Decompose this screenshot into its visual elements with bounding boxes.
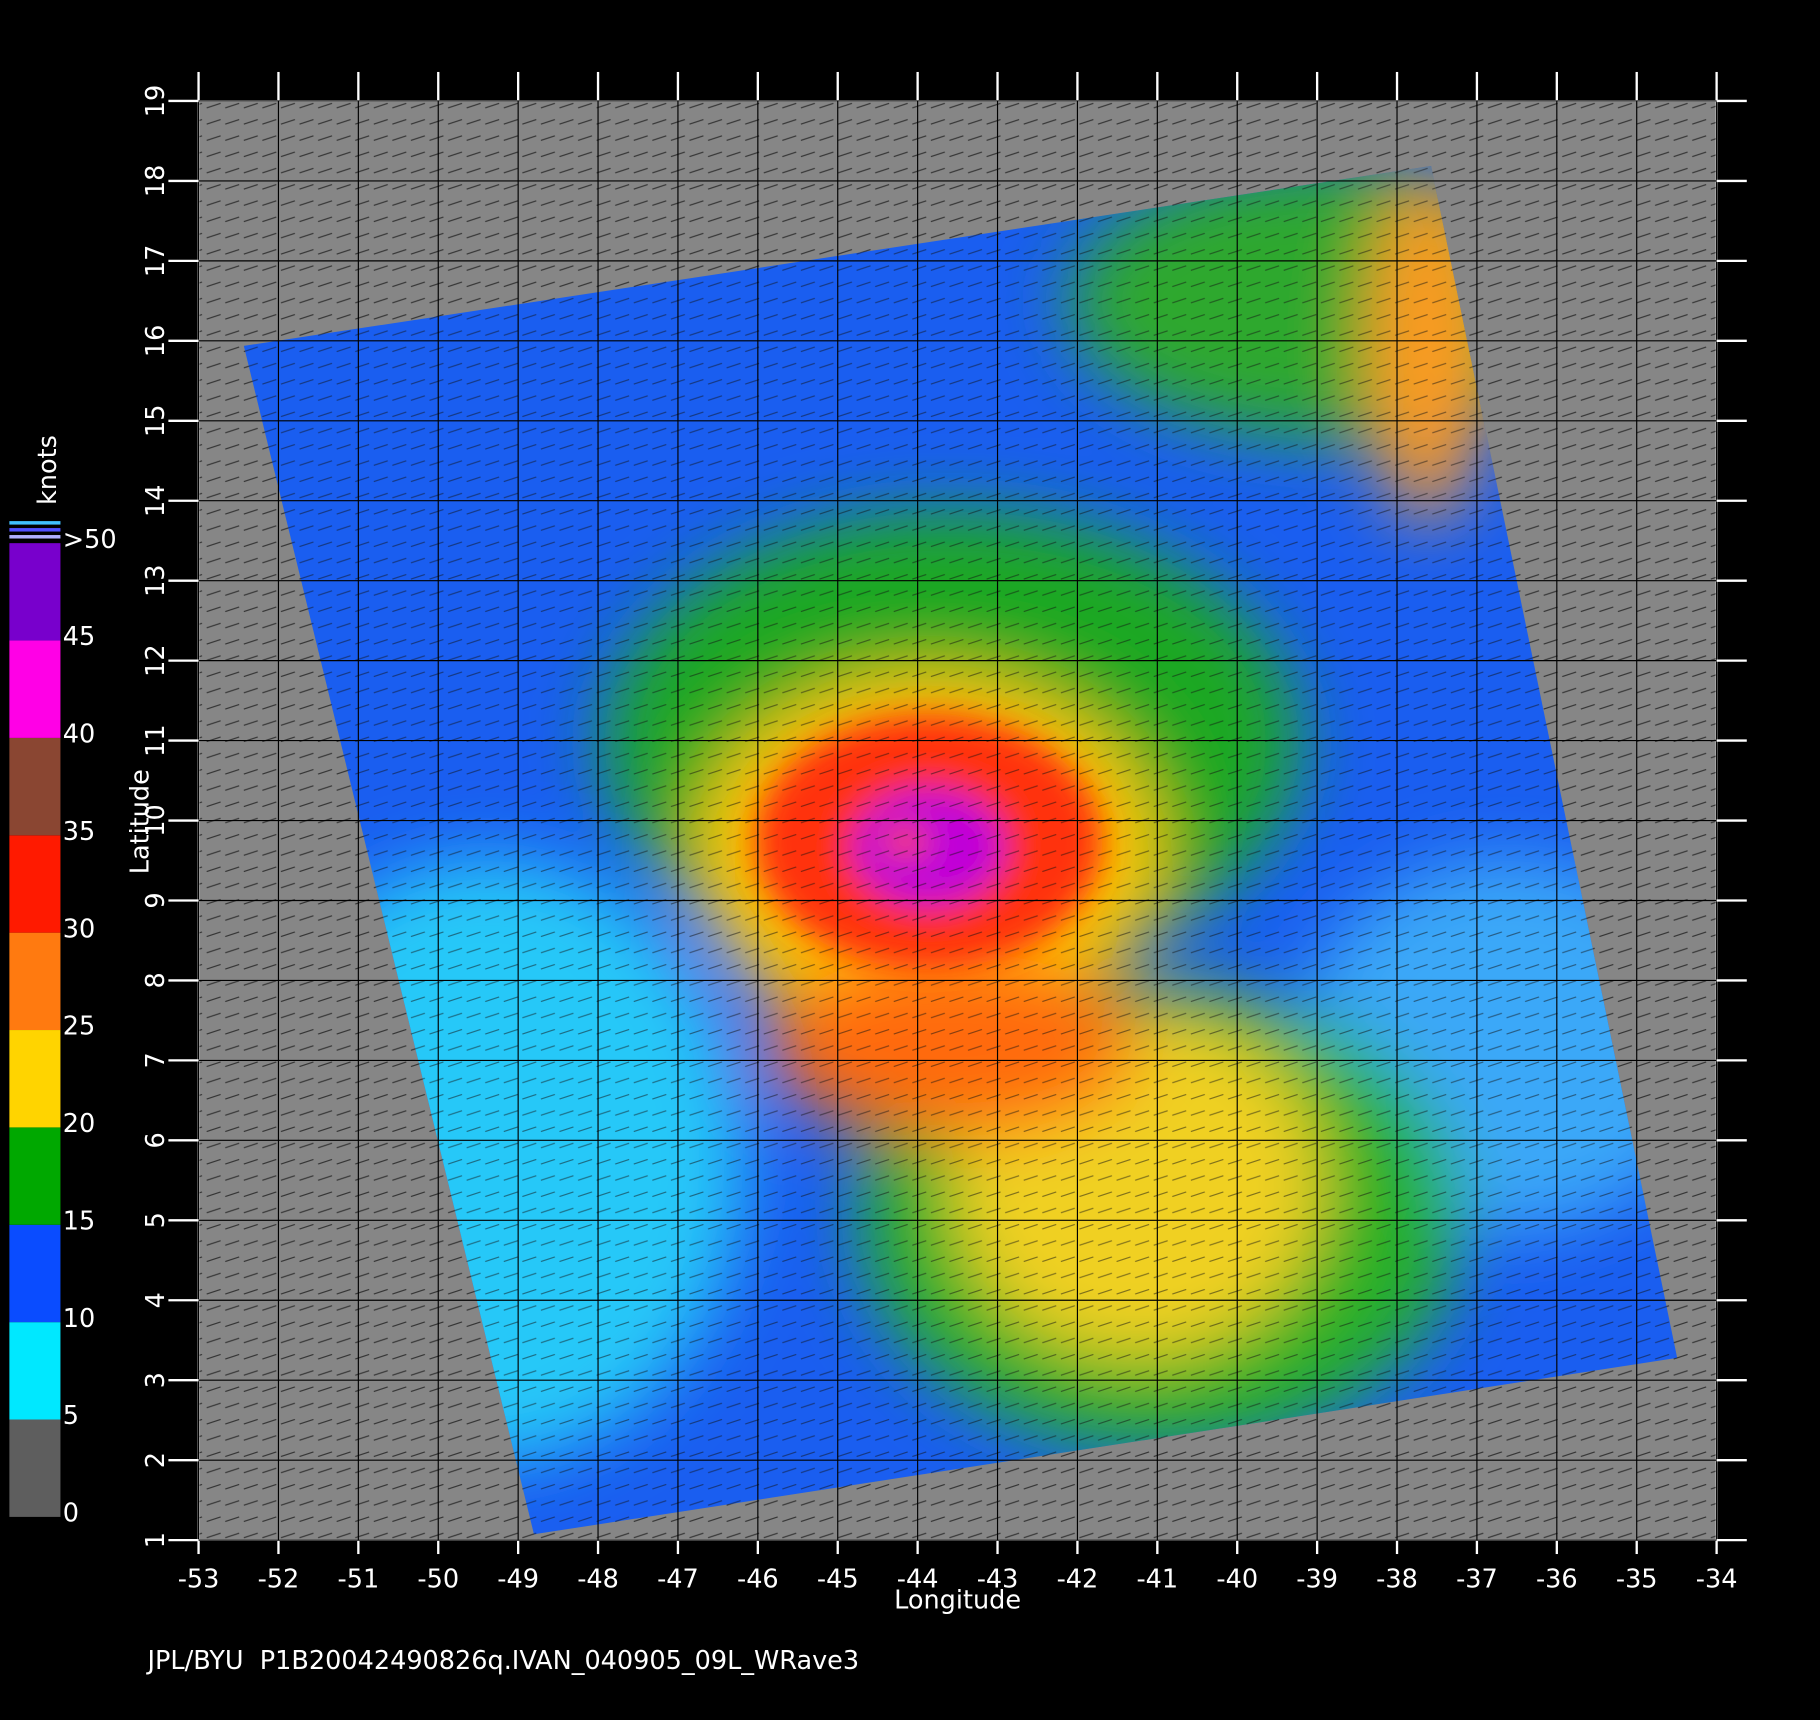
x-tick-label: -34 xyxy=(1696,1565,1738,1595)
y-tick-label: 12 xyxy=(141,644,171,676)
y-tick-label: 6 xyxy=(141,1132,171,1148)
colorbar-tick-label: 40 xyxy=(63,720,95,750)
axes: -53 -52 -51 -50 -49 -48 -47 -46 -45 -44 -43 -42 -41 -… xyxy=(141,71,1747,1595)
colorbar-band xyxy=(9,1127,61,1225)
colorbar-tick-label: 45 xyxy=(63,622,95,652)
colorbar-band xyxy=(9,1322,61,1420)
y-tick-label: 4 xyxy=(141,1292,171,1308)
colorbar-tick-label: 15 xyxy=(63,1206,95,1236)
colorbar-tick-label: 20 xyxy=(63,1109,95,1139)
x-tick-label: -44 xyxy=(897,1565,939,1595)
colorbar-cap xyxy=(9,521,61,525)
colorbar-title: knots xyxy=(33,435,63,505)
colorbar-band xyxy=(9,1030,61,1128)
colorbar-tick-label: >50 xyxy=(63,525,117,555)
y-tick-label: 7 xyxy=(141,1052,171,1068)
y-tick-label: 13 xyxy=(141,564,171,596)
x-tick-label: -38 xyxy=(1376,1565,1418,1595)
x-tick-label: -43 xyxy=(977,1565,1019,1595)
x-tick-label: -35 xyxy=(1616,1565,1658,1595)
x-tick-label: -51 xyxy=(338,1565,380,1595)
y-tick-label: 17 xyxy=(141,245,171,277)
x-tick-label: -37 xyxy=(1456,1565,1498,1595)
x-tick-label: -47 xyxy=(657,1565,699,1595)
y-tick-label: 14 xyxy=(141,484,171,516)
colorbar-band xyxy=(9,543,61,641)
y-tick-label: 8 xyxy=(141,972,171,988)
colorbar-band xyxy=(9,1224,61,1323)
colorbar-band xyxy=(9,640,61,738)
colorbar-band xyxy=(9,932,61,1031)
x-tick-label: -52 xyxy=(258,1565,300,1595)
caption: JPL/BYU P1B20042490826q.IVAN_040905_09L_… xyxy=(145,1646,859,1676)
colorbar-band xyxy=(9,737,61,836)
colorbar-tick-label: 35 xyxy=(63,817,95,847)
y-tick-label: 2 xyxy=(141,1452,171,1468)
x-tick-label: -36 xyxy=(1536,1565,1578,1595)
y-tick-label: 3 xyxy=(141,1372,171,1388)
y-tick-label: 9 xyxy=(141,892,171,908)
colorbar-cap xyxy=(9,528,61,532)
y-tick-label: 5 xyxy=(141,1212,171,1228)
x-tick-label: -53 xyxy=(178,1565,220,1595)
y-tick-label: 19 xyxy=(141,85,171,117)
x-tick-label: -48 xyxy=(577,1565,619,1595)
colorbar: 0 5 10 15 20 25 30 35 40 45 >50 xyxy=(9,521,117,1529)
y-tick-label: 16 xyxy=(141,325,171,357)
y-tick-label: 18 xyxy=(141,165,171,197)
x-tick-label: -49 xyxy=(497,1565,539,1595)
x-tick-label: -40 xyxy=(1216,1565,1258,1595)
x-tick-label: -41 xyxy=(1136,1565,1178,1595)
y-tick-label: 10 xyxy=(141,804,171,836)
colorbar-band xyxy=(9,1419,61,1517)
x-axis-label: Longitude xyxy=(894,1586,1021,1616)
x-tick-label: -46 xyxy=(737,1565,779,1595)
x-tick-label: -39 xyxy=(1296,1565,1338,1595)
colorbar-band xyxy=(9,835,61,933)
x-tick-label: -45 xyxy=(817,1565,859,1595)
colorbar-tick-label: 5 xyxy=(63,1401,79,1431)
x-tick-label: -50 xyxy=(417,1565,459,1595)
colorbar-tick-label: 10 xyxy=(63,1304,95,1334)
y-tick-label: 11 xyxy=(141,724,171,756)
y-axis-label: Latitude xyxy=(126,769,156,874)
colorbar-cap xyxy=(9,535,61,539)
colorbar-tick-label: 30 xyxy=(63,914,95,944)
colorbar-tick-label: 25 xyxy=(63,1012,95,1042)
y-tick-label: 1 xyxy=(141,1532,171,1548)
colorbar-tick-label: 0 xyxy=(63,1499,79,1529)
x-tick-label: -42 xyxy=(1057,1565,1099,1595)
y-tick-label: 15 xyxy=(141,405,171,437)
